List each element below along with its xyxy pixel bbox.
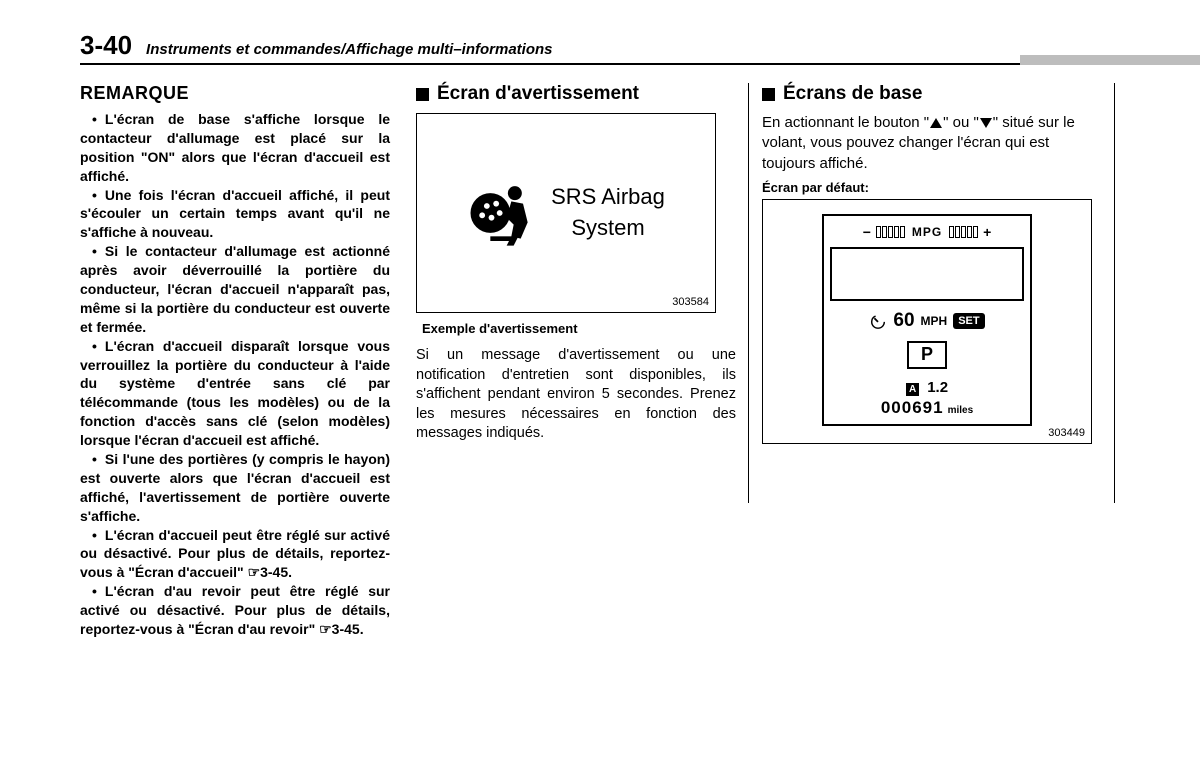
page-number: 3-40 bbox=[80, 30, 132, 61]
warning-line1: SRS Airbag bbox=[551, 182, 665, 213]
page-title: Instruments et commandes/Affichage multi… bbox=[146, 41, 552, 58]
column-warning: Écran d'avertissement SRS Airbag bbox=[416, 83, 736, 639]
triangle-down-icon bbox=[979, 117, 993, 129]
mpg-gauge-row: − MPG + bbox=[830, 222, 1024, 243]
intro-text: En actionnant le bouton " bbox=[762, 114, 929, 131]
list-item: L'écran d'accueil disparaît lorsque vous… bbox=[80, 337, 390, 450]
figure-caption: Exemple d'avertissement bbox=[422, 321, 736, 336]
column-divider bbox=[1114, 83, 1115, 503]
section-heading-label: Écran d'avertissement bbox=[437, 83, 639, 105]
square-bullet-icon bbox=[416, 88, 429, 101]
odometer-value: 000691 bbox=[881, 398, 944, 418]
speed-unit: MPH bbox=[921, 314, 948, 328]
warning-paragraph: Si un message d'avertissement ou une not… bbox=[416, 346, 736, 444]
odometer-unit: miles bbox=[948, 405, 974, 416]
list-item: L'écran d'accueil peut être réglé sur ac… bbox=[80, 526, 390, 583]
column-basic-screens: Écrans de base En actionnant le bouton "… bbox=[762, 83, 1102, 639]
lcd-display: − MPG + 60 MPH SET bbox=[822, 214, 1032, 426]
figure-code: 303584 bbox=[672, 296, 709, 308]
list-item: L'écran d'au revoir peut être réglé sur … bbox=[80, 582, 390, 639]
warning-line2: System bbox=[551, 213, 665, 244]
speed-row: 60 MPH SET bbox=[830, 309, 1024, 334]
warning-figure: SRS Airbag System 303584 bbox=[416, 113, 716, 313]
intro-text: " ou " bbox=[943, 114, 979, 131]
trip-row: A 1.2 bbox=[830, 379, 1024, 396]
set-badge: SET bbox=[953, 313, 984, 329]
triangle-up-icon bbox=[929, 117, 943, 129]
page-header: 3-40 Instruments et commandes/Affichage … bbox=[80, 30, 1130, 65]
display-area bbox=[830, 247, 1024, 301]
square-bullet-icon bbox=[762, 88, 775, 101]
remarque-list: L'écran de base s'affiche lorsque le con… bbox=[80, 110, 390, 639]
column-divider bbox=[748, 83, 749, 503]
list-item: L'écran de base s'affiche lorsque le con… bbox=[80, 110, 390, 186]
odometer-row: 000691 miles bbox=[830, 398, 1024, 418]
plus-icon: + bbox=[981, 224, 993, 240]
remarque-heading: REMARQUE bbox=[80, 83, 390, 104]
minus-icon: − bbox=[861, 224, 873, 240]
figure-code: 303449 bbox=[1048, 427, 1085, 439]
gear-indicator: P bbox=[907, 341, 947, 369]
trip-value: 1.2 bbox=[927, 379, 948, 396]
speed-value: 60 bbox=[893, 310, 914, 332]
gauge-segments-left bbox=[876, 226, 905, 238]
trip-letter-badge: A bbox=[906, 383, 919, 396]
section-heading-basic: Écrans de base bbox=[762, 83, 1102, 105]
gear-row: P bbox=[830, 341, 1024, 369]
list-item: Si l'une des portières (y compris le hay… bbox=[80, 450, 390, 526]
speedometer-icon bbox=[869, 312, 887, 330]
section-heading-warning: Écran d'avertissement bbox=[416, 83, 736, 105]
airbag-icon bbox=[467, 178, 537, 248]
mpg-label: MPG bbox=[912, 225, 942, 239]
default-screen-label: Écran par défaut: bbox=[762, 180, 1102, 195]
dashboard-figure: − MPG + 60 MPH SET bbox=[762, 199, 1092, 444]
column-remarque: REMARQUE L'écran de base s'affiche lorsq… bbox=[80, 83, 390, 639]
warning-figure-text: SRS Airbag System bbox=[551, 182, 665, 244]
gauge-segments-right bbox=[949, 226, 978, 238]
intro-paragraph: En actionnant le bouton "" ou "" situé s… bbox=[762, 113, 1102, 174]
list-item: Une fois l'écran d'accueil affiché, il p… bbox=[80, 186, 390, 243]
section-heading-label: Écrans de base bbox=[783, 83, 922, 105]
list-item: Si le contacteur d'allumage est actionné… bbox=[80, 242, 390, 336]
